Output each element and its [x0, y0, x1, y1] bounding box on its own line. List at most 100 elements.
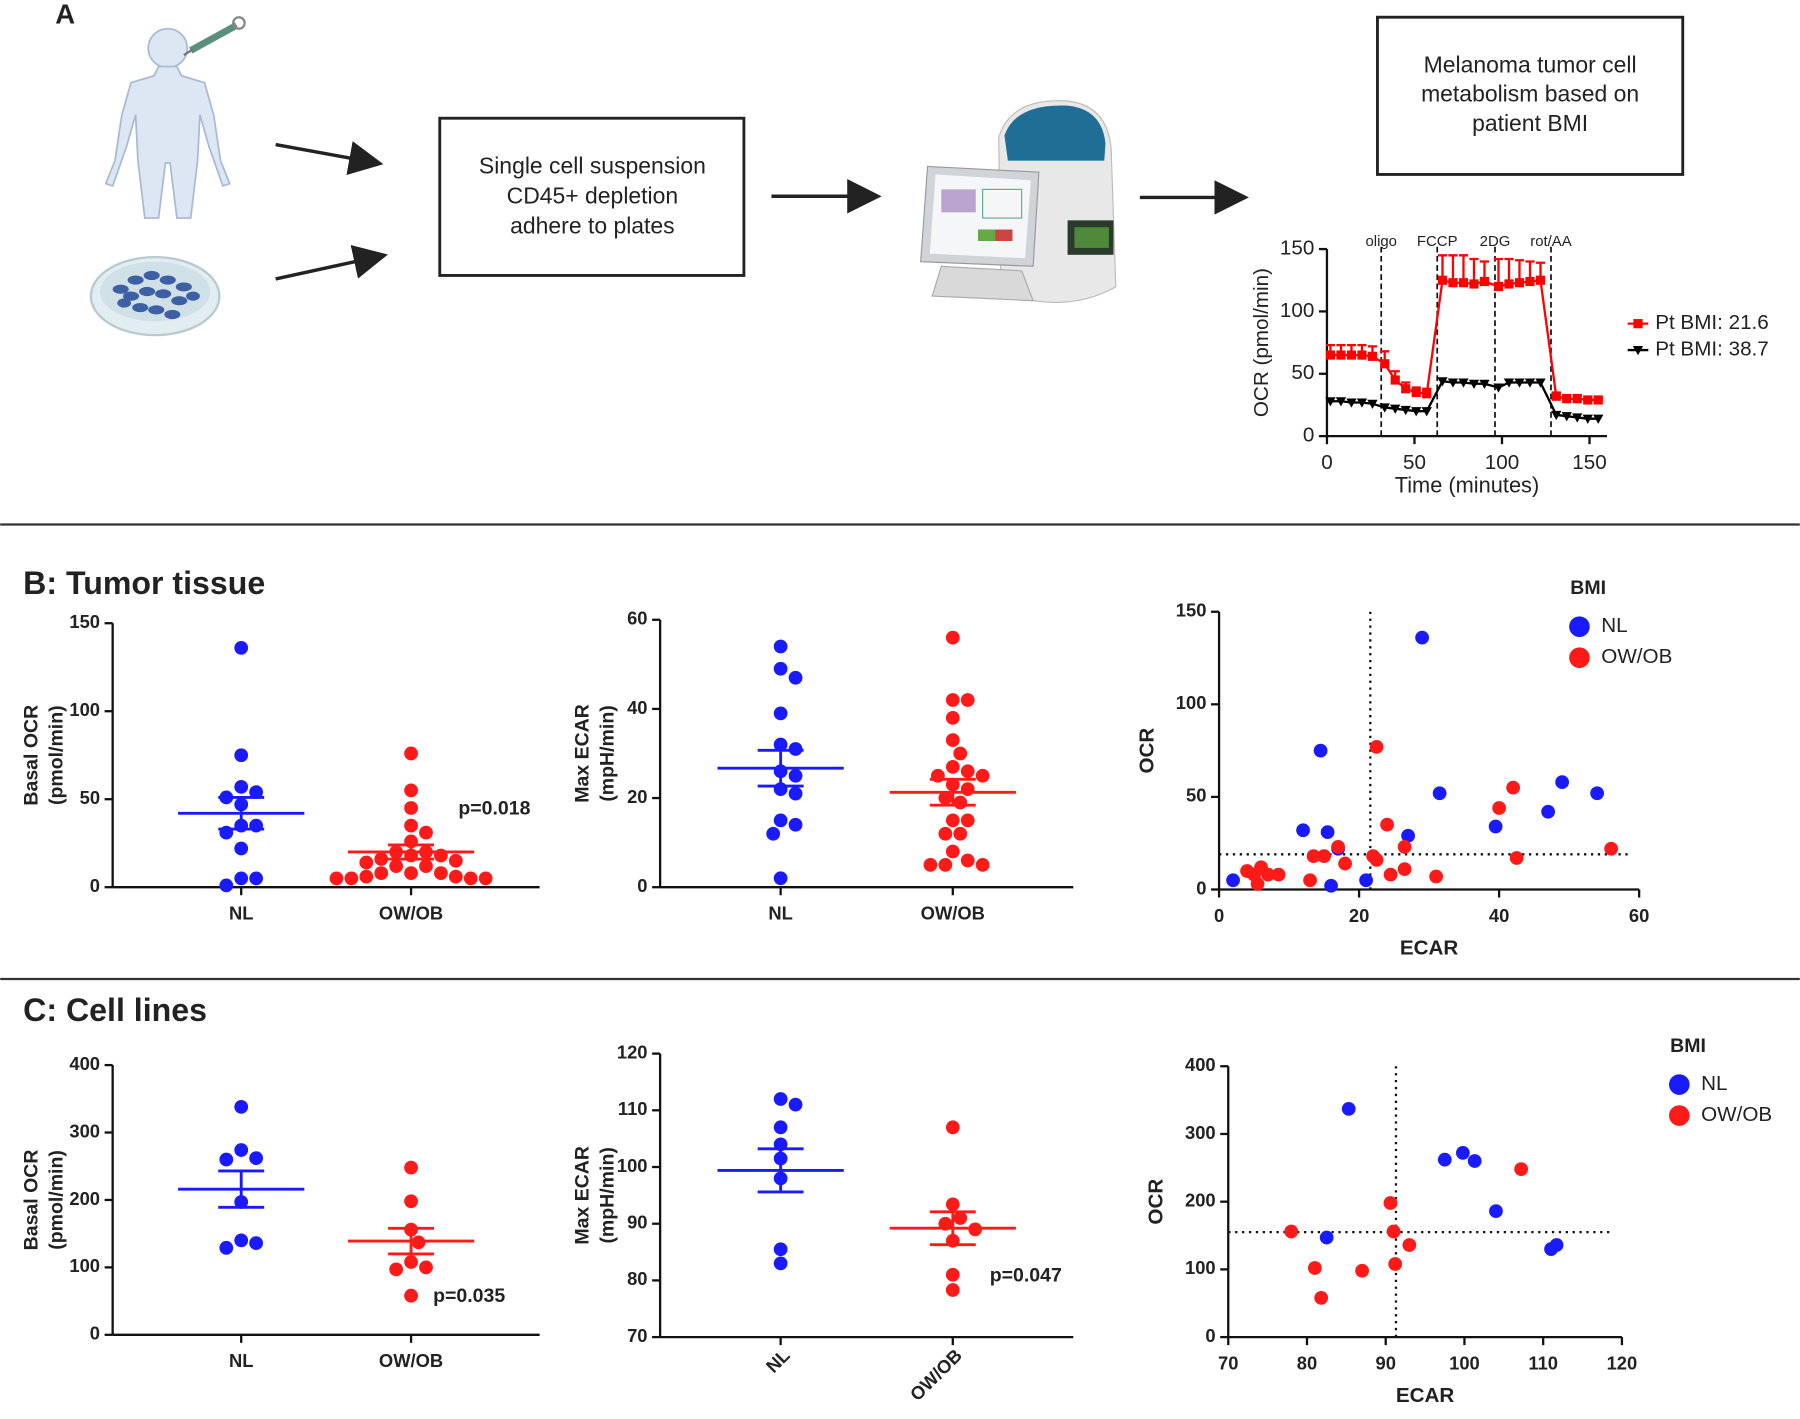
x-tick-label: OW/OB: [906, 1345, 966, 1405]
data-point: [249, 1151, 264, 1166]
data-point: [374, 852, 389, 866]
data-point: [1331, 840, 1345, 854]
flow-text: patient BMI: [1472, 110, 1588, 136]
data-point: [234, 841, 249, 856]
data-point: [404, 818, 418, 833]
person-icon: [104, 27, 231, 219]
data-point: [404, 1194, 418, 1209]
marker: [1390, 404, 1401, 414]
marker: [1504, 279, 1514, 289]
data-point: [945, 813, 960, 828]
marker: [1561, 412, 1572, 422]
y-axis-label: (mpH/min): [597, 705, 619, 801]
data-point: [419, 1260, 433, 1275]
y-tick-label: 100: [69, 699, 100, 720]
flow-box: [1376, 15, 1685, 176]
data-point: [773, 1242, 788, 1257]
x-axis-label: ECAR: [1400, 937, 1459, 960]
y-tick-label: 0: [1196, 877, 1206, 898]
marker: [1447, 378, 1459, 388]
marker: [1535, 275, 1546, 285]
data-point: [945, 759, 960, 774]
y-tick-label: 60: [627, 608, 647, 629]
y-tick-label: 40: [627, 697, 647, 718]
marker: [1535, 378, 1546, 388]
y-tick-label: 300: [69, 1120, 100, 1141]
marker: [1469, 279, 1479, 289]
marker: [1325, 397, 1336, 407]
x-tick-label: OW/OB: [379, 1350, 443, 1371]
data-point: [1303, 873, 1317, 888]
data-point: [960, 853, 975, 868]
data-point: [945, 693, 960, 707]
annotation: p=0.035: [433, 1285, 505, 1307]
panel-label: A: [55, 0, 75, 29]
x-tick-label: 70: [1218, 1352, 1238, 1373]
data-point: [1488, 819, 1503, 834]
sem-bar: [218, 796, 265, 831]
marker: [1336, 350, 1346, 360]
data-point: [953, 1211, 968, 1225]
sem-bar: [757, 748, 804, 788]
y-tick-label: 200: [69, 1188, 100, 1209]
marker: [1390, 375, 1400, 385]
data-point: [359, 869, 374, 884]
y-tick-label: 20: [627, 786, 647, 807]
data-point: [773, 813, 788, 828]
x-tick-label: 100: [1449, 1352, 1480, 1373]
sem-bar: [388, 843, 435, 861]
data-point: [1226, 873, 1240, 888]
data-point: [788, 768, 803, 783]
x-tick-label: 50: [1403, 451, 1426, 474]
sem-bar: [929, 777, 976, 807]
y-tick-label: 150: [1176, 600, 1207, 621]
y-tick-label: 120: [617, 1041, 648, 1062]
arrows: [275, 141, 1249, 281]
data-point: [938, 826, 953, 841]
marker: [1437, 377, 1448, 387]
data-point: [448, 853, 463, 868]
marker: [1411, 387, 1421, 398]
data-point: [234, 640, 249, 655]
y-tick-label: 50: [1186, 785, 1206, 806]
data-point: [389, 1262, 404, 1277]
data-point: [788, 786, 803, 801]
data-point: [1455, 1146, 1470, 1160]
data-point: [945, 1120, 960, 1135]
data-point: [945, 733, 960, 747]
data-point: [1506, 780, 1521, 795]
y-axis-label: (pmol/min): [46, 1150, 68, 1250]
marker: [1479, 276, 1490, 287]
data-point: [975, 858, 990, 872]
legend-title: BMI: [1670, 1035, 1706, 1057]
x-tick-label: NL: [768, 903, 792, 924]
data-point: [1261, 867, 1275, 882]
marker: [1346, 350, 1357, 360]
data-point: [1555, 775, 1570, 789]
data-point: [1437, 1152, 1452, 1167]
legend-label: OW/OB: [1601, 645, 1672, 668]
x-tick-label: OW/OB: [921, 903, 985, 924]
data-point: [1380, 817, 1394, 832]
data-point: [788, 1097, 803, 1112]
marker: [1551, 410, 1562, 421]
data-point: [945, 1283, 960, 1297]
y-axis-label: Max ECAR: [571, 704, 593, 803]
x-axis-label: ECAR: [1396, 1384, 1455, 1407]
x-axis-label: Time (minutes): [1395, 472, 1540, 497]
data-point: [1284, 1224, 1299, 1239]
y-tick-label: 70: [627, 1325, 647, 1346]
data-point: [1604, 841, 1619, 856]
data-point: [1492, 801, 1506, 815]
data-point: [1509, 851, 1524, 865]
marker: [1400, 405, 1411, 416]
data-point: [434, 866, 448, 881]
y-tick-label: 300: [1185, 1122, 1216, 1143]
legend-marker: [1668, 1074, 1690, 1095]
flow-box: [438, 116, 746, 277]
annotation: p=0.018: [458, 797, 530, 819]
data-point: [389, 859, 404, 873]
data-point: [234, 1100, 249, 1114]
data-point: [1397, 840, 1412, 854]
